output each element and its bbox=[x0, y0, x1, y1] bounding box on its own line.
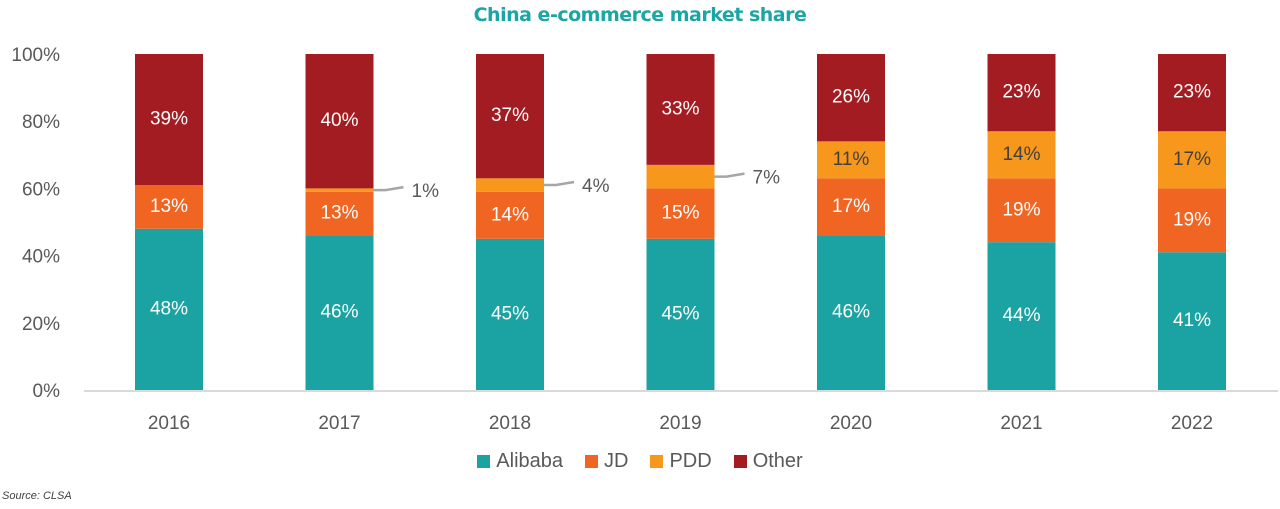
data-label-alibaba: 45% bbox=[661, 303, 699, 324]
x-tick-label: 2016 bbox=[148, 413, 190, 434]
data-label-other: 23% bbox=[1173, 82, 1211, 103]
legend-item-alibaba: Alibaba bbox=[477, 450, 563, 473]
bar-segment-alibaba bbox=[1158, 252, 1226, 390]
callout-leader-line bbox=[373, 185, 404, 192]
x-tick-label: 2021 bbox=[1000, 413, 1042, 434]
bar-segment-other bbox=[476, 54, 544, 179]
legend-item-jd: JD bbox=[585, 450, 628, 473]
data-label-alibaba: 41% bbox=[1173, 310, 1211, 331]
data-label-jd: 17% bbox=[832, 196, 870, 217]
data-label-jd: 13% bbox=[320, 203, 358, 224]
bar-stack-2018: 45% 14% 4% 37% bbox=[476, 54, 610, 390]
y-tick-label: 100% bbox=[11, 45, 60, 66]
bar-segment-other bbox=[987, 54, 1056, 132]
bar-segment-jd bbox=[1158, 188, 1226, 253]
source-note: Source: CLSA bbox=[2, 490, 72, 502]
bar-stack-2017: 46% 13% 1% 40% bbox=[305, 54, 440, 390]
bar-segment-pdd bbox=[987, 131, 1056, 179]
x-axis: 2016 2017 2018 2019 2020 2021 2022 bbox=[148, 413, 1213, 434]
bar-segment-alibaba bbox=[646, 238, 715, 390]
y-tick-label: 0% bbox=[33, 381, 61, 402]
x-tick-label: 2017 bbox=[318, 413, 360, 434]
legend-swatch bbox=[650, 455, 664, 468]
y-tick-label: 60% bbox=[22, 179, 60, 200]
bar-segment-pdd bbox=[476, 178, 544, 192]
data-label-other: 26% bbox=[832, 87, 870, 108]
y-tick-label: 80% bbox=[22, 112, 60, 133]
callout-label: 4% bbox=[582, 176, 610, 197]
data-label-other: 23% bbox=[1002, 82, 1040, 103]
bar-segment-other bbox=[305, 54, 374, 189]
chart-canvas: 0%20%40%60%80%100% 48%13%39%46%13%1%40%4… bbox=[11, 45, 1278, 434]
data-label-other: 40% bbox=[320, 110, 358, 131]
x-tick-label: 2020 bbox=[830, 413, 872, 434]
data-label-alibaba: 48% bbox=[150, 298, 188, 319]
bar-segment-other bbox=[817, 54, 885, 142]
x-tick-label: 2019 bbox=[659, 413, 701, 434]
legend: Alibaba JD PDD Other bbox=[0, 450, 1280, 473]
callout-leader-line bbox=[544, 180, 575, 187]
bar-segment-jd bbox=[476, 191, 544, 239]
data-label-alibaba: 44% bbox=[1002, 305, 1040, 326]
legend-label: Alibaba bbox=[496, 450, 563, 472]
y-axis: 0% 20% 40% 60% 80% 100% bbox=[11, 45, 60, 402]
data-label-pdd: 14% bbox=[1002, 144, 1040, 165]
bar-stack-2016: 48% 13% 39% bbox=[135, 54, 203, 390]
data-label-alibaba: 46% bbox=[832, 302, 870, 323]
data-label-other: 39% bbox=[150, 109, 188, 130]
bar-stack-2022: 41% 19% 17% 23% bbox=[1158, 54, 1226, 390]
legend-swatch bbox=[585, 455, 598, 468]
legend-label: Other bbox=[752, 450, 803, 472]
y-tick-label: 20% bbox=[22, 314, 60, 335]
bar-segment-pdd bbox=[305, 188, 374, 192]
legend-item-pdd: PDD bbox=[650, 450, 712, 473]
bar-segment-alibaba bbox=[476, 238, 544, 390]
bar-stack-2019: 45% 15% 7% 33% bbox=[646, 54, 781, 390]
bar-segment-other bbox=[1158, 54, 1226, 132]
bar-segment-jd bbox=[305, 191, 374, 236]
data-label-jd: 19% bbox=[1002, 199, 1040, 220]
bar-segment-pdd bbox=[1158, 131, 1226, 189]
bar-stack-2020: 46% 17% 11% 26% bbox=[817, 54, 885, 390]
bar-segment-pdd bbox=[646, 164, 715, 189]
bar-segment-alibaba bbox=[305, 235, 374, 390]
chart-title: China e-commerce market share bbox=[473, 4, 807, 26]
bar-segment-other bbox=[646, 54, 715, 165]
data-label-jd: 13% bbox=[150, 196, 188, 217]
bar-segment-alibaba bbox=[987, 242, 1056, 390]
bar-segment-jd bbox=[646, 188, 715, 239]
data-label-pdd: 11% bbox=[833, 149, 870, 170]
data-label-alibaba: 46% bbox=[320, 302, 358, 323]
legend-swatch bbox=[733, 455, 747, 468]
legend-label: PDD bbox=[669, 450, 712, 472]
callout-label: 1% bbox=[412, 181, 440, 202]
bar-segment-alibaba bbox=[817, 235, 885, 390]
bars: 48% 13% 39% 46% 13% 1% 40% 45% 14% 4% 37% 45% 15% 7% 3… bbox=[135, 54, 1226, 390]
bar-segment-jd bbox=[817, 178, 885, 236]
bar-segment-other bbox=[135, 54, 203, 186]
data-label-jd: 15% bbox=[661, 203, 699, 224]
bar-segment-jd bbox=[987, 178, 1056, 243]
y-tick-label: 40% bbox=[22, 247, 60, 268]
legend-item-other: Other bbox=[733, 450, 803, 473]
data-label-pdd: 17% bbox=[1173, 149, 1211, 170]
callout-leader-line bbox=[714, 172, 745, 178]
data-label-jd: 19% bbox=[1173, 209, 1211, 230]
x-tick-label: 2022 bbox=[1171, 413, 1213, 434]
data-label-other: 37% bbox=[491, 105, 529, 126]
data-label-jd: 14% bbox=[491, 204, 529, 225]
x-tick-label: 2018 bbox=[489, 413, 531, 434]
legend-swatch bbox=[477, 455, 491, 468]
bar-segment-alibaba bbox=[135, 228, 203, 390]
data-label-other: 33% bbox=[661, 98, 699, 119]
data-label-alibaba: 45% bbox=[491, 303, 529, 324]
bar-segment-pdd bbox=[817, 141, 885, 179]
legend-label: JD bbox=[604, 450, 629, 472]
callout-label: 7% bbox=[753, 168, 781, 189]
bar-segment-jd bbox=[135, 185, 203, 229]
bar-stack-2021: 44% 19% 14% 23% bbox=[987, 54, 1056, 390]
